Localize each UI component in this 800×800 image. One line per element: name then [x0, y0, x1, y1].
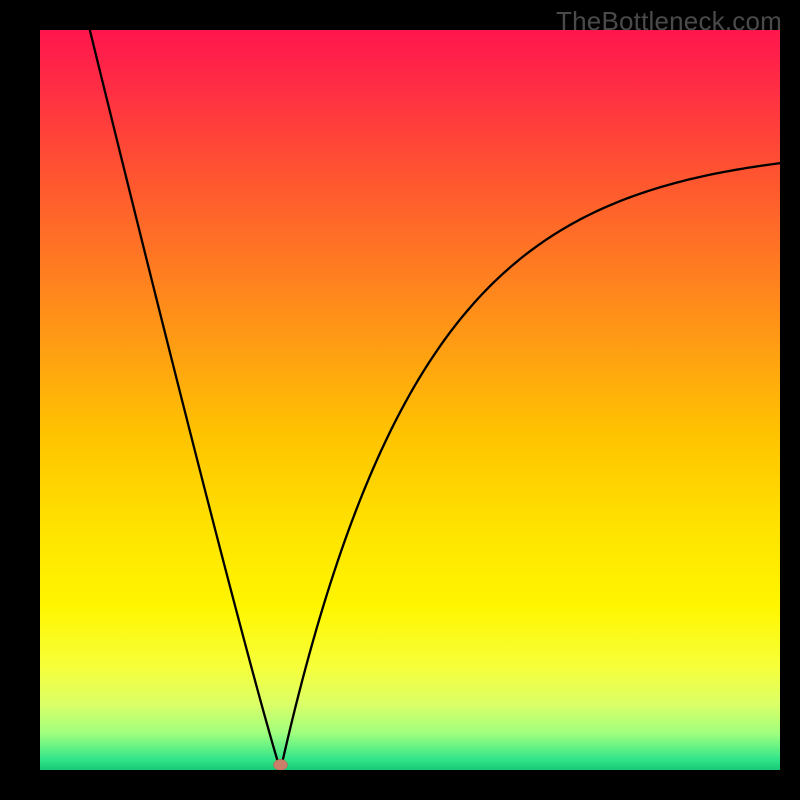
optimal-point-marker	[274, 759, 288, 770]
chart-container: TheBottleneck.com	[0, 0, 800, 800]
watermark-text: TheBottleneck.com	[556, 6, 782, 37]
gradient-background	[40, 30, 780, 770]
plot-area	[40, 30, 780, 770]
